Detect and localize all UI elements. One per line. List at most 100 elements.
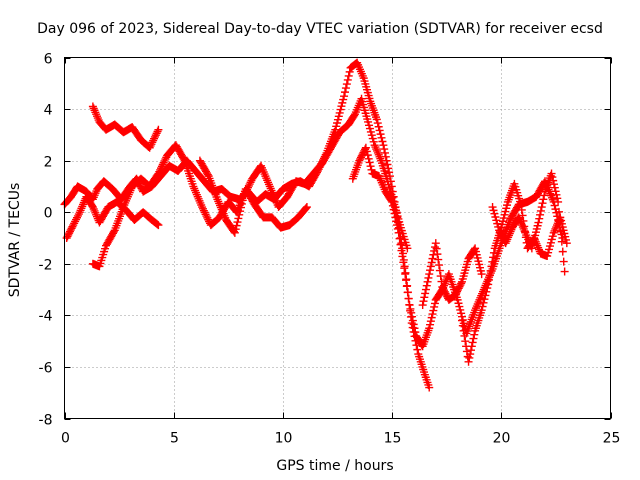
y-tick-label: 2: [44, 155, 53, 171]
data-point: [426, 320, 435, 329]
data-point: [199, 206, 208, 215]
data-point: [72, 215, 81, 224]
data-point: [426, 262, 435, 271]
data-point: [406, 312, 415, 321]
data-point: [236, 207, 245, 216]
data-point: [505, 229, 514, 238]
data-point: [109, 227, 118, 236]
data-point: [549, 176, 558, 185]
data-point: [340, 92, 349, 101]
data-point: [156, 165, 165, 174]
y-tick-label: -4: [39, 309, 53, 325]
data-point: [302, 204, 311, 213]
data-point: [74, 210, 83, 219]
y-axis-title: SDTVAR / TECUs: [7, 183, 23, 298]
data-point: [240, 190, 249, 199]
x-tick-label: 0: [61, 431, 70, 447]
data-point: [517, 205, 526, 214]
data-point: [400, 264, 409, 273]
data-point: [425, 324, 434, 333]
data-point: [425, 383, 434, 392]
data-point: [555, 207, 564, 216]
data-point: [377, 133, 386, 142]
data-point: [410, 332, 419, 341]
data-point: [435, 261, 444, 270]
data-point: [376, 154, 385, 163]
data-point: [405, 300, 414, 309]
data-point: [200, 208, 209, 217]
data-point: [549, 228, 558, 237]
data-point: [342, 80, 351, 89]
data-point: [470, 330, 479, 339]
data-point: [483, 284, 492, 293]
data-point: [203, 213, 212, 222]
data-point: [154, 125, 163, 134]
data-point: [361, 143, 370, 152]
y-tick-label: -6: [39, 361, 53, 377]
data-point: [485, 275, 494, 284]
data-series-9: [488, 169, 569, 276]
x-axis-title: GPS time / hours: [276, 458, 393, 474]
data-point: [75, 208, 84, 217]
data-point: [383, 160, 392, 169]
data-point: [549, 180, 558, 189]
data-point: [155, 167, 164, 176]
y-tick-label: 0: [44, 206, 53, 222]
data-point: [506, 227, 515, 236]
data-point: [420, 293, 429, 302]
data-point: [243, 185, 252, 194]
data-point: [397, 246, 406, 255]
data-point: [467, 342, 476, 351]
data-point: [409, 327, 418, 336]
data-point: [204, 215, 213, 224]
data-point: [152, 219, 161, 228]
data-point: [469, 334, 478, 343]
y-tick-label: -8: [39, 413, 53, 429]
data-point: [553, 194, 562, 203]
data-point: [388, 201, 397, 210]
data-point: [245, 180, 254, 189]
data-point: [151, 131, 160, 140]
data-point: [551, 224, 560, 233]
data-point: [537, 203, 546, 212]
chart-title: Day 096 of 2023, Sidereal Day-to-day VTE…: [37, 21, 603, 37]
data-point: [242, 187, 251, 196]
data-point: [548, 173, 557, 182]
data-marks: [60, 58, 571, 392]
data-point: [485, 271, 494, 280]
data-point: [233, 218, 242, 227]
data-point: [503, 235, 512, 244]
data-point: [501, 239, 510, 248]
data-point: [91, 208, 100, 217]
data-point: [468, 338, 477, 347]
data-point: [371, 143, 380, 152]
data-point: [89, 204, 98, 213]
data-point: [241, 189, 250, 198]
data-point: [154, 221, 163, 230]
data-point: [552, 190, 561, 199]
data-point: [489, 248, 498, 257]
data-point: [76, 206, 85, 215]
x-tick-label: 25: [603, 431, 621, 447]
data-point: [465, 353, 474, 362]
data-point: [231, 225, 240, 234]
data-point: [421, 289, 430, 298]
data-point: [406, 306, 415, 315]
data-point: [367, 165, 376, 174]
data-point: [246, 178, 255, 187]
data-point: [392, 217, 401, 226]
data-point: [344, 71, 353, 80]
data-point: [390, 209, 399, 218]
data-point: [519, 224, 528, 233]
data-point: [150, 132, 159, 141]
data-point: [157, 164, 166, 173]
data-point: [393, 224, 402, 233]
data-point: [437, 277, 446, 286]
data-point: [373, 148, 382, 157]
data-point: [547, 169, 556, 178]
data-point: [380, 145, 389, 154]
data-point: [302, 203, 311, 212]
data-point: [159, 158, 168, 167]
data-point: [466, 346, 475, 355]
data-point: [555, 217, 564, 226]
